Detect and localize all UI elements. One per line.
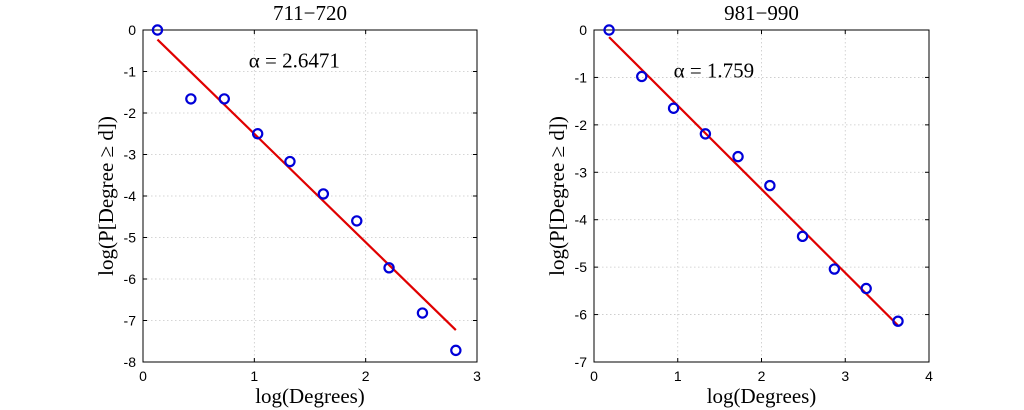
y-tick-label: -2 (575, 117, 588, 133)
data-point (151, 24, 164, 36)
y-axis-label: log(P[Degree ≥ d]) (94, 116, 118, 276)
y-tick-label: -5 (575, 259, 588, 275)
x-tick-label: 3 (473, 368, 481, 384)
y-tick-label: -1 (575, 69, 588, 85)
x-tick-label: 1 (250, 368, 258, 384)
data-point (450, 344, 462, 357)
y-tick-label: 0 (579, 22, 587, 38)
y-tick-label: -4 (124, 188, 137, 204)
x-tick-label: 1 (674, 368, 682, 384)
y-tick-label: -7 (575, 354, 588, 370)
data-point (351, 215, 363, 227)
alpha-annotation: α = 2.6471 (249, 48, 340, 72)
y-tick-label: -2 (124, 105, 137, 121)
y-tick-label: -3 (575, 164, 588, 180)
y-tick-label: -8 (124, 354, 137, 370)
x-tick-label: 2 (362, 368, 370, 384)
x-tick-label: 0 (590, 368, 598, 384)
x-tick-label: 2 (758, 368, 766, 384)
data-point (699, 128, 712, 140)
data-point (416, 307, 429, 319)
chart-title: 711−720 (273, 1, 347, 25)
data-point (218, 93, 230, 105)
data-point (284, 155, 296, 168)
y-tick-label: -1 (124, 64, 137, 80)
alpha-annotation: α = 1.759 (674, 58, 755, 82)
data-point (667, 102, 680, 114)
data-point (317, 188, 330, 200)
y-tick-label: -5 (124, 230, 137, 246)
data-point (636, 70, 648, 83)
data-point (185, 93, 197, 105)
data-point (251, 128, 264, 140)
y-tick-label: -3 (124, 147, 137, 163)
chart-panel-2: 0 1 2 3 4 0 -1 -2 -3 -4 -5 -6 -7 981−990 log(Degrees) l… (545, 1, 933, 408)
chart-title: 981−990 (724, 1, 799, 25)
y-tick-label: 0 (128, 22, 136, 38)
fit-line (608, 36, 899, 327)
data-point (828, 263, 841, 275)
data-point (603, 24, 615, 36)
data-point (796, 230, 809, 243)
fit-line (156, 38, 457, 331)
chart-panel-1: 0 1 2 3 0 -1 -2 -3 -4 -5 -6 -7 -8 711−720 log(Degrees)… (94, 1, 481, 408)
x-tick-label: 3 (841, 368, 849, 384)
y-tick-label: -7 (124, 313, 137, 329)
data-point (383, 262, 395, 274)
data-point (860, 282, 872, 295)
x-axis-label: log(Degrees) (255, 384, 365, 408)
y-axis-label: log(P[Degree ≥ d]) (545, 116, 569, 276)
data-point (764, 179, 776, 192)
x-axis-label: log(Degrees) (707, 384, 817, 408)
x-tick-label: 0 (139, 368, 147, 384)
y-tick-label: -6 (124, 271, 137, 287)
data-point (732, 150, 744, 163)
data-point (892, 315, 904, 327)
y-tick-label: -4 (575, 212, 588, 228)
x-tick-label: 4 (925, 368, 933, 384)
y-tick-label: -6 (575, 307, 588, 323)
